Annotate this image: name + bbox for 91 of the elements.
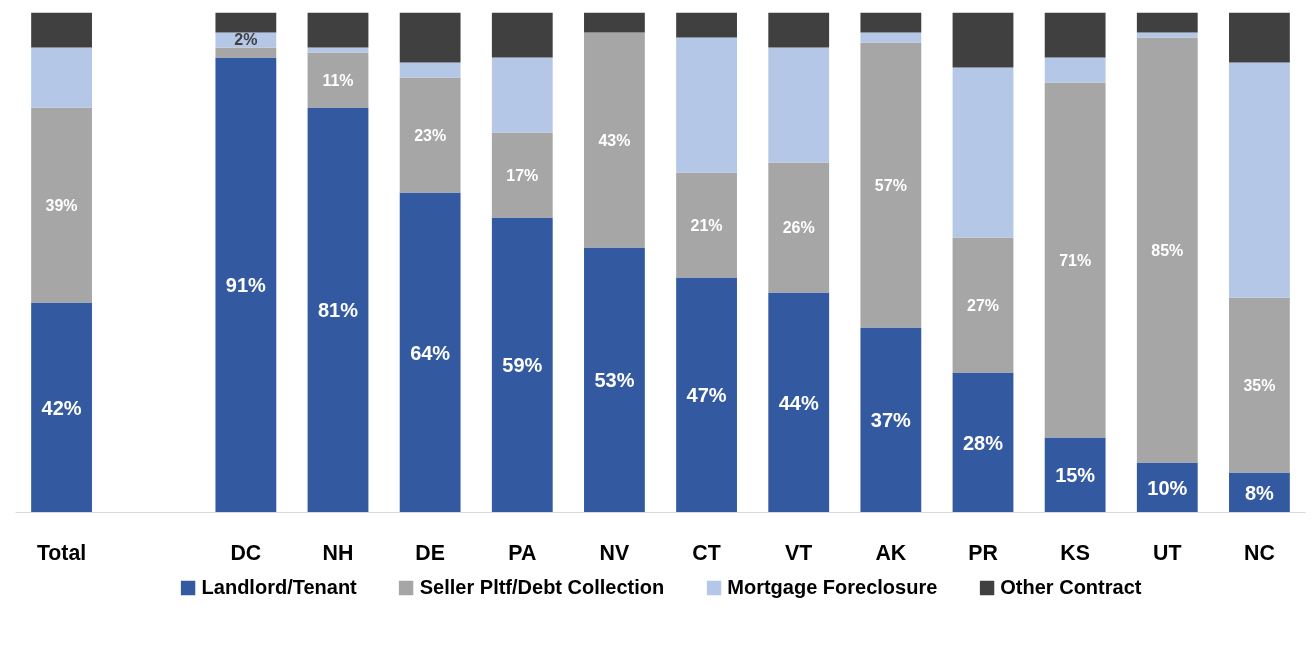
bar [1044,82,1106,438]
x-tick-label: PA [508,540,537,565]
data-label: 59% [502,354,543,376]
x-tick-label: NC [1244,540,1275,565]
x-tick-label: CT [692,540,721,565]
bar [952,372,1014,513]
data-label: 11% [322,71,354,89]
x-tick-label: NV [599,540,631,565]
data-label: 47% [686,384,727,406]
bar [952,237,1014,373]
bar [584,12,645,33]
bar [768,162,830,293]
bar [1136,37,1198,463]
x-tick-label: VT [785,540,813,565]
data-label: 10% [1147,476,1188,499]
bar [215,47,277,58]
bar [215,57,277,513]
bar [768,47,830,163]
bar [399,12,461,63]
x-tick-label: Total [36,540,87,565]
bar [1229,62,1290,298]
x-tick-label: UT [1153,540,1182,565]
bar [31,47,92,108]
bar [860,12,922,33]
data-label: 64% [410,341,451,364]
bar [584,32,645,248]
bar [399,77,461,193]
bar [1136,12,1198,33]
bar [399,192,461,513]
bar [768,292,830,513]
x-tick-label: NH [322,540,354,565]
data-label: 85% [1151,241,1184,259]
data-label: 43% [598,131,631,149]
data-label: 39% [45,196,78,214]
bar [676,172,737,278]
data-label: 42% [41,396,82,419]
bar [307,107,369,513]
bar [31,12,92,48]
bar [491,132,553,218]
data-label: 27% [966,296,1000,314]
data-label: 35% [1243,376,1276,394]
legend-label: Other Contract [1000,575,1142,599]
bar [215,12,277,33]
legend-label: Mortgage Foreclosure [727,575,938,599]
bar [676,37,737,173]
data-label: 44% [778,391,819,414]
bar [399,62,461,78]
bar [860,42,922,328]
bar [1044,57,1106,83]
bar [952,12,1014,68]
data-label: 8% [1244,481,1275,504]
x-tick-label: AK [875,540,907,565]
bar [676,12,737,38]
data-label: 91% [225,274,267,296]
bar [31,302,92,513]
x-tick-label: DE [415,540,445,565]
legend-label: Landlord/Tenant [201,575,357,599]
bar [1044,437,1106,513]
bar [768,12,830,48]
legend-label: Seller Pltf/Debt Collection [419,575,665,599]
bar [31,107,92,303]
bar [676,277,737,513]
bar [491,217,553,513]
data-label: 26% [782,219,815,236]
x-tick-label: KS [1060,540,1090,565]
bar [952,67,1014,238]
bar [491,12,553,58]
x-tick-label: DC [230,540,262,565]
data-label: 53% [594,369,635,391]
data-label: 2% [234,31,258,48]
data-label: 17% [506,166,539,184]
bar [860,32,922,43]
bar [860,327,922,513]
data-label: 81% [317,299,359,321]
x-tick-label: PR [968,540,998,565]
bar [1136,32,1198,38]
data-label: 15% [1055,464,1096,486]
bar [307,52,369,108]
bar [307,47,369,53]
bar [491,57,553,133]
data-label: 57% [874,176,907,194]
data-label: 23% [414,126,447,144]
bar [307,12,369,48]
bar [1229,297,1290,473]
bar [1229,12,1290,63]
data-label: 71% [1059,251,1092,269]
data-label: 21% [690,216,723,234]
bar [1044,12,1106,58]
data-label: 28% [962,431,1004,454]
data-label: 37% [870,409,912,431]
bar [584,247,645,513]
